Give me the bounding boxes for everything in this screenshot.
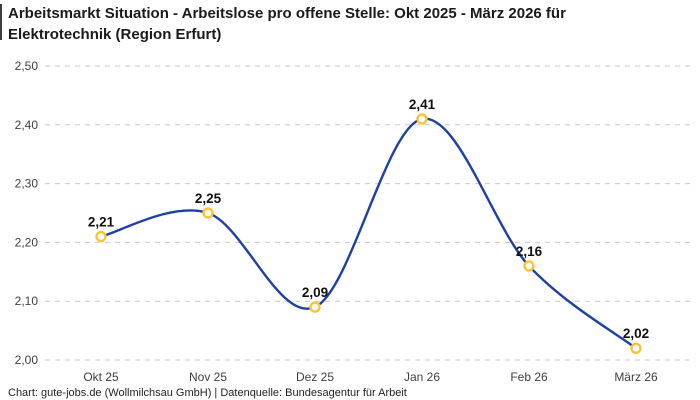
line-path	[99, 117, 638, 350]
y-tick-label: 2,10	[15, 294, 39, 308]
chart-footer: Chart: gute-jobs.de (Wollmilchsau GmbH) …	[8, 387, 407, 399]
y-tick-label: 2,00	[15, 353, 39, 367]
data-point-marker	[630, 342, 642, 354]
data-point-label: 2,25	[195, 191, 222, 206]
data-point-label: 2,16	[516, 244, 543, 259]
data-point-marker	[416, 113, 428, 125]
y-tick-label: 2,40	[15, 118, 39, 132]
x-tick-label: Dez 25	[296, 370, 334, 384]
x-tick-label: Okt 25	[83, 370, 119, 384]
chart-title: Arbeitsmarkt Situation - Arbeitslose pro…	[8, 5, 566, 43]
y-tick-label: 2,20	[15, 235, 39, 249]
left-edge-accent	[0, 4, 2, 40]
data-point-label: 2,02	[623, 326, 649, 341]
data-point-label: 2,21	[88, 215, 115, 230]
x-tick-label: Nov 25	[189, 370, 227, 384]
x-tick-label: Jan 26	[404, 370, 440, 384]
data-point-marker	[523, 260, 535, 272]
x-tick-label: März 26	[614, 370, 658, 384]
y-tick-label: 2,30	[15, 177, 39, 191]
data-point-label: 2,41	[409, 97, 436, 112]
data-point-marker	[309, 301, 321, 313]
y-tick-label: 2,50	[15, 59, 39, 73]
data-point-label: 2,09	[302, 285, 328, 300]
x-tick-label: Feb 26	[510, 370, 548, 384]
data-point-marker	[202, 207, 214, 219]
data-point-marker	[95, 230, 107, 243]
